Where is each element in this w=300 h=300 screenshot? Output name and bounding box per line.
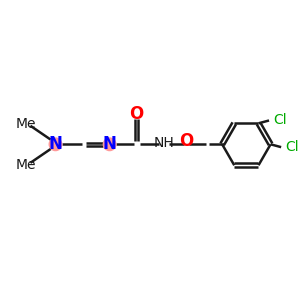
Text: N: N [103,135,117,153]
Text: Me: Me [15,116,36,130]
Text: Cl: Cl [285,140,299,154]
Text: O: O [130,104,144,122]
Text: Cl: Cl [273,113,287,128]
Circle shape [103,138,116,151]
Text: Me: Me [15,158,36,172]
Text: NH: NH [153,136,174,150]
Circle shape [49,138,62,151]
Text: O: O [179,132,194,150]
Text: N: N [49,135,62,153]
